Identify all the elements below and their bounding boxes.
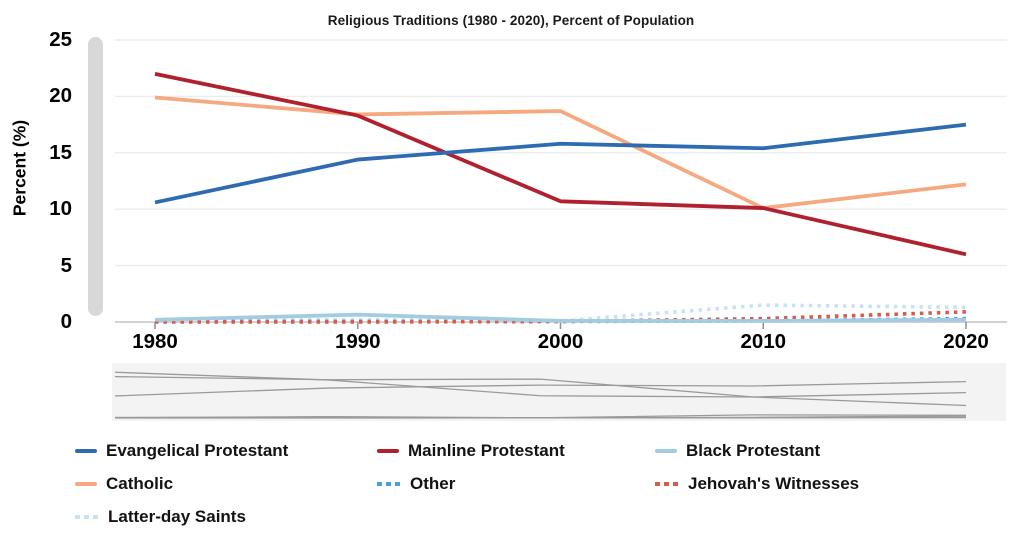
minimap-line-latter-day-saints <box>115 414 967 419</box>
solid-line-swatch-icon <box>377 449 399 453</box>
vertical-scrollbar-thumb[interactable] <box>88 37 103 316</box>
solid-line-swatch-icon <box>75 482 97 486</box>
minimap-line-mainline-protestant <box>114 371 967 407</box>
series-line-black-protestant <box>154 312 967 323</box>
y-tick-label: 15 <box>49 140 72 164</box>
legend-item-other[interactable]: Other <box>377 474 655 494</box>
legend-label: Catholic <box>106 474 174 493</box>
legend-label: Other <box>410 474 456 493</box>
legend-label: Jehovah's Witnesses <box>688 474 860 493</box>
legend-label: Mainline Protestant <box>408 441 565 460</box>
legend-item-jehovah-s-witnesses[interactable]: Jehovah's Witnesses <box>655 474 859 494</box>
minimap-line-catholic <box>114 375 967 398</box>
y-tick-label: 5 <box>60 253 72 277</box>
legend-item-catholic[interactable]: Catholic <box>75 474 377 494</box>
solid-line-swatch-icon <box>75 449 97 453</box>
x-tick-label: 1980 <box>132 330 178 353</box>
dashed-line-swatch-icon <box>75 515 99 519</box>
overview-minimap-brush[interactable] <box>112 363 1006 421</box>
series-line-mainline-protestant <box>154 71 967 257</box>
solid-line-swatch-icon <box>655 449 677 453</box>
legend-item-black-protestant[interactable]: Black Protestant <box>655 441 859 461</box>
x-tick-label: 1990 <box>334 330 381 353</box>
legend-label: Latter-day Saints <box>108 507 246 526</box>
series-line-catholic <box>154 95 967 210</box>
y-tick-label: 25 <box>49 28 72 51</box>
y-tick-label: 20 <box>49 84 72 108</box>
series-line-evangelical-protestant <box>154 122 967 205</box>
y-tick-label: 10 <box>49 197 72 221</box>
dashed-line-swatch-icon <box>377 482 401 486</box>
legend-item-mainline-protestant[interactable]: Mainline Protestant <box>377 441 655 461</box>
y-tick-label: 0 <box>60 310 72 333</box>
chart-title: Religious Traditions (1980 - 2020), Perc… <box>327 13 695 28</box>
legend-label: Evangelical Protestant <box>106 441 289 460</box>
minimap-canvas <box>114 371 967 419</box>
x-tick-label: 2010 <box>740 330 787 353</box>
x-tick-label: 2020 <box>943 330 989 353</box>
minimap-line-evangelical-protestant <box>114 380 967 397</box>
x-tick-label: 2000 <box>537 330 584 353</box>
legend-label: Black Protestant <box>686 441 821 460</box>
legend: Evangelical Protestant Mainline Protestan… <box>75 441 859 527</box>
legend-item-latter-day-saints[interactable]: Latter-day Saints <box>75 507 377 527</box>
dashed-line-swatch-icon <box>655 482 679 486</box>
legend-item-evangelical-protestant[interactable]: Evangelical Protestant <box>75 441 377 461</box>
